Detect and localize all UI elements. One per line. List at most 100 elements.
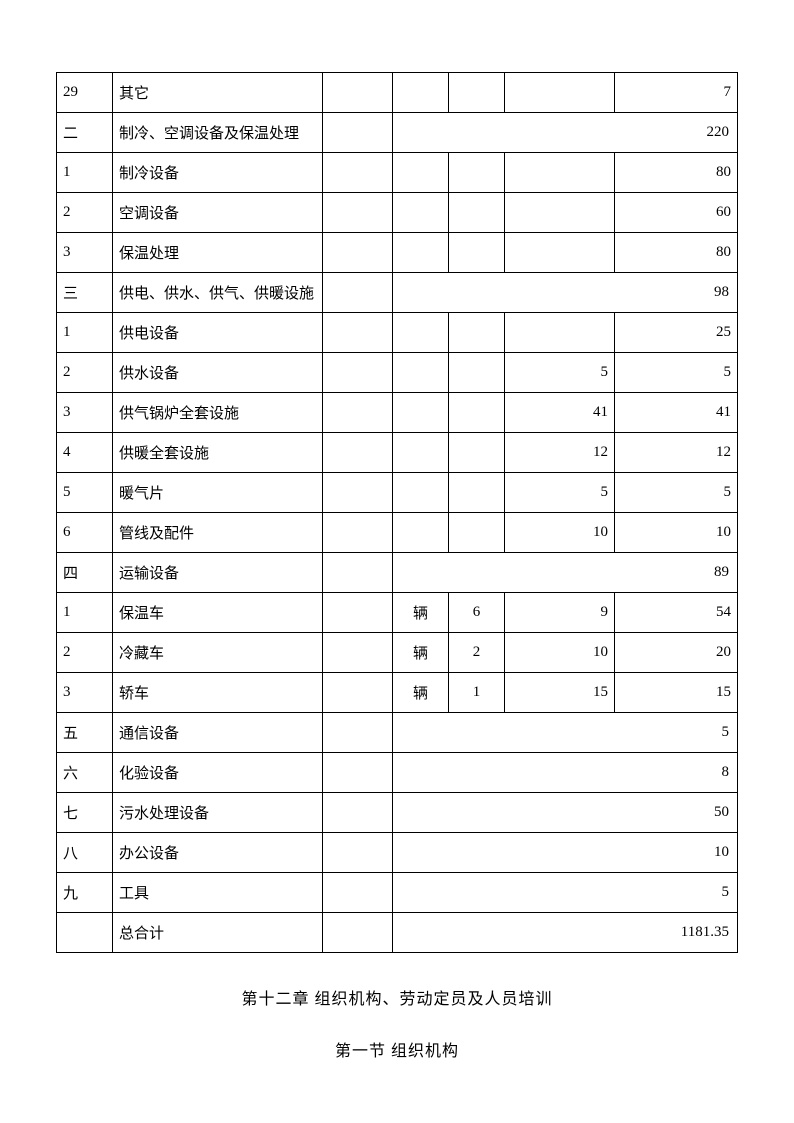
- row-name-cell: 冷藏车: [113, 633, 323, 673]
- row-qty-cell: 6: [449, 593, 505, 633]
- row-total-cell: 80: [615, 233, 738, 273]
- table-row: 二制冷、空调设备及保温处理220: [57, 113, 738, 153]
- row-col3-cell: [323, 713, 393, 753]
- row-col3-cell: [323, 913, 393, 953]
- row-total-cell: 15: [615, 673, 738, 713]
- row-index-cell: 2: [57, 193, 113, 233]
- row-index-cell: 3: [57, 233, 113, 273]
- row-col3-cell: [323, 153, 393, 193]
- row-unit-cell: [393, 473, 449, 513]
- row-name-cell: 办公设备: [113, 833, 323, 873]
- row-index-cell: 3: [57, 393, 113, 433]
- row-col3-cell: [323, 833, 393, 873]
- table-row: 1供电设备25: [57, 313, 738, 353]
- row-col3-cell: [323, 313, 393, 353]
- row-index-cell: 1: [57, 593, 113, 633]
- table-row: 1保温车辆6954: [57, 593, 738, 633]
- table-row: 五通信设备5: [57, 713, 738, 753]
- row-price-cell: 10: [505, 633, 615, 673]
- table-row: 3供气锅炉全套设施4141: [57, 393, 738, 433]
- row-merged-value-cell: 8: [393, 753, 738, 793]
- row-unit-cell: 辆: [393, 633, 449, 673]
- row-price-cell: 5: [505, 473, 615, 513]
- row-col3-cell: [323, 233, 393, 273]
- row-index-cell: 2: [57, 353, 113, 393]
- row-merged-value-cell: 5: [393, 713, 738, 753]
- row-name-cell: 供电、供水、供气、供暖设施: [113, 273, 323, 313]
- row-unit-cell: [393, 193, 449, 233]
- row-index-cell: 29: [57, 73, 113, 113]
- table-row: 3保温处理 80: [57, 233, 738, 273]
- row-name-cell: 空调设备: [113, 193, 323, 233]
- row-index-cell: 九: [57, 873, 113, 913]
- row-price-cell: 41: [505, 393, 615, 433]
- row-merged-value-cell: 10: [393, 833, 738, 873]
- row-col3-cell: [323, 273, 393, 313]
- table-row: 2冷藏车辆21020: [57, 633, 738, 673]
- row-index-cell: 3: [57, 673, 113, 713]
- row-name-cell: 通信设备: [113, 713, 323, 753]
- row-price-cell: 15: [505, 673, 615, 713]
- row-index-cell: 6: [57, 513, 113, 553]
- row-name-cell: 保温处理: [113, 233, 323, 273]
- row-name-cell: 暖气片: [113, 473, 323, 513]
- row-unit-cell: 辆: [393, 673, 449, 713]
- row-index-cell: 七: [57, 793, 113, 833]
- row-qty-cell: 1: [449, 673, 505, 713]
- row-unit-cell: [393, 153, 449, 193]
- row-name-cell: 供暖全套设施: [113, 433, 323, 473]
- row-col3-cell: [323, 673, 393, 713]
- row-price-cell: [505, 233, 615, 273]
- row-qty-cell: [449, 73, 505, 113]
- row-unit-cell: [393, 233, 449, 273]
- row-col3-cell: [323, 753, 393, 793]
- row-index-cell: 1: [57, 153, 113, 193]
- row-qty-cell: [449, 353, 505, 393]
- row-index-cell: 4: [57, 433, 113, 473]
- row-qty-cell: [449, 393, 505, 433]
- row-merged-value-cell: 89: [393, 553, 738, 593]
- row-total-cell: 5: [615, 353, 738, 393]
- table-row: 总合计1181.35: [57, 913, 738, 953]
- row-price-cell: [505, 73, 615, 113]
- row-name-cell: 供气锅炉全套设施: [113, 393, 323, 433]
- row-col3-cell: [323, 73, 393, 113]
- row-col3-cell: [323, 473, 393, 513]
- row-unit-cell: [393, 313, 449, 353]
- row-index-cell: 5: [57, 473, 113, 513]
- row-qty-cell: [449, 473, 505, 513]
- row-unit-cell: 辆: [393, 593, 449, 633]
- row-merged-value-cell: 50: [393, 793, 738, 833]
- table-row: 6管线及配件1010: [57, 513, 738, 553]
- row-name-cell: 轿车: [113, 673, 323, 713]
- table-row: 3轿车辆11515: [57, 673, 738, 713]
- row-price-cell: 9: [505, 593, 615, 633]
- equipment-table: 29其它7二制冷、空调设备及保温处理2201制冷设备802空调设备603保温处理…: [56, 72, 738, 953]
- row-price-cell: [505, 153, 615, 193]
- row-name-cell: 化验设备: [113, 753, 323, 793]
- row-name-cell: 供电设备: [113, 313, 323, 353]
- row-index-cell: 六: [57, 753, 113, 793]
- row-unit-cell: [393, 513, 449, 553]
- row-name-cell: 运输设备: [113, 553, 323, 593]
- row-col3-cell: [323, 793, 393, 833]
- row-unit-cell: [393, 73, 449, 113]
- row-total-cell: 25: [615, 313, 738, 353]
- row-total-cell: 7: [615, 73, 738, 113]
- row-index-cell: 三: [57, 273, 113, 313]
- row-name-cell: 制冷设备: [113, 153, 323, 193]
- row-unit-cell: [393, 393, 449, 433]
- row-name-cell: 供水设备: [113, 353, 323, 393]
- table-row: 六化验设备 8: [57, 753, 738, 793]
- section-heading: 第一节 组织机构: [56, 1037, 738, 1061]
- row-merged-value-cell: 220: [393, 113, 738, 153]
- row-qty-cell: [449, 153, 505, 193]
- row-price-cell: [505, 193, 615, 233]
- row-col3-cell: [323, 593, 393, 633]
- row-qty-cell: [449, 433, 505, 473]
- row-unit-cell: [393, 433, 449, 473]
- row-index-cell: [57, 913, 113, 953]
- table-row: 4供暖全套设施1212: [57, 433, 738, 473]
- row-col3-cell: [323, 873, 393, 913]
- row-total-cell: 5: [615, 473, 738, 513]
